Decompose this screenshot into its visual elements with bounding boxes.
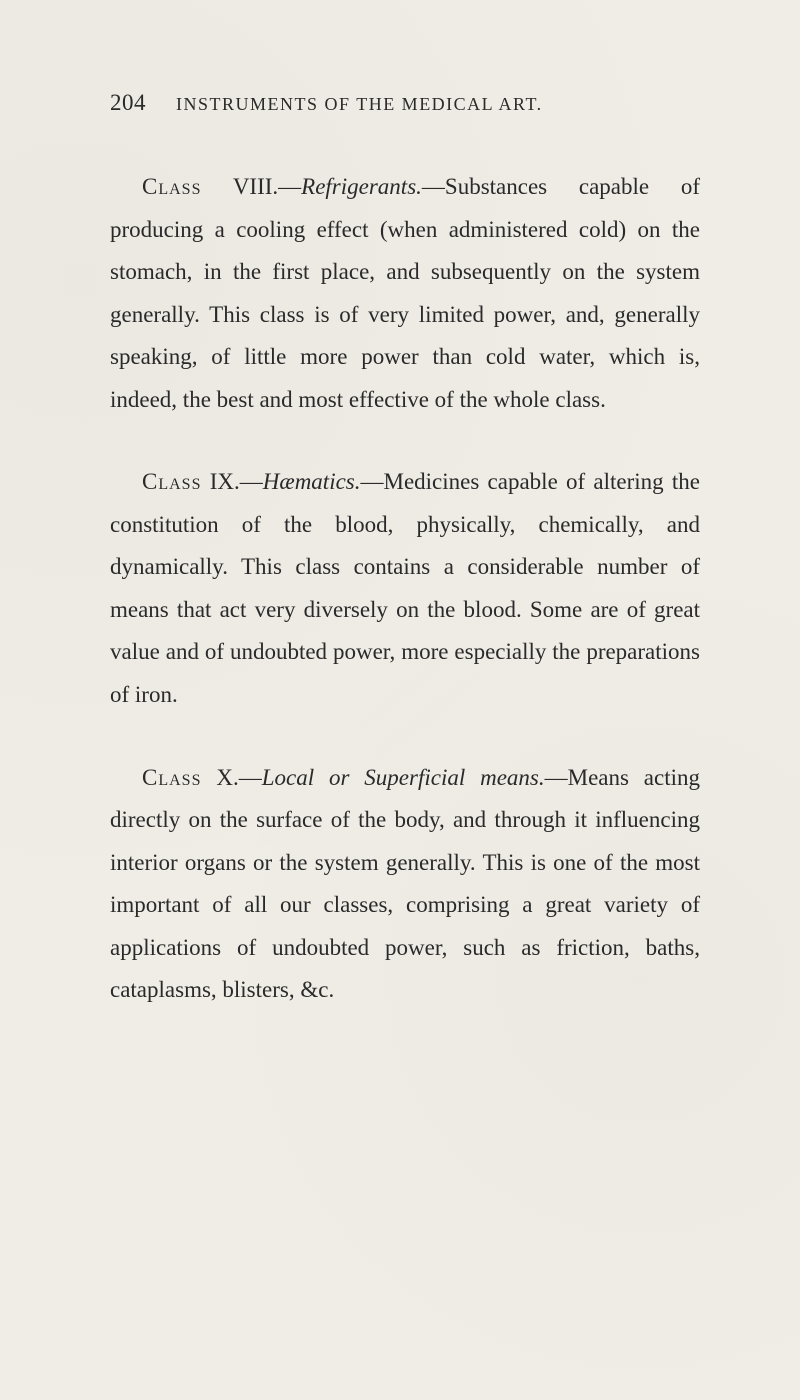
class-label: Class [142, 765, 201, 790]
running-title: INSTRUMENTS OF THE MEDICAL ART. [176, 94, 543, 115]
paragraph-class-x: Class X.—Local or Superficial means.—Mea… [110, 757, 700, 1012]
page-number: 204 [110, 90, 146, 116]
paragraph-class-ix: Class IX.—Hæmatics.—Medicines capable of… [110, 461, 700, 716]
paragraph-body: —Means acting directly on the surface of… [110, 765, 700, 1003]
paragraph-body: —Substances capable of producing a cooli… [110, 174, 700, 412]
class-number: IX. [210, 469, 240, 494]
class-label: Class [142, 469, 201, 494]
class-name: Hæmatics. [263, 469, 361, 494]
paragraph-class-viii: Class VIII.—Refrigerants.—Substances cap… [110, 166, 700, 421]
class-number: VIII. [233, 174, 278, 199]
class-number: X. [216, 765, 238, 790]
page-header: 204 INSTRUMENTS OF THE MEDICAL ART. [110, 90, 700, 116]
class-label: Class [142, 174, 201, 199]
paragraph-body: —Medicines capable of altering the const… [110, 469, 700, 707]
class-name: Refrigerants. [301, 174, 422, 199]
class-name: Local or Superficial means. [262, 765, 545, 790]
